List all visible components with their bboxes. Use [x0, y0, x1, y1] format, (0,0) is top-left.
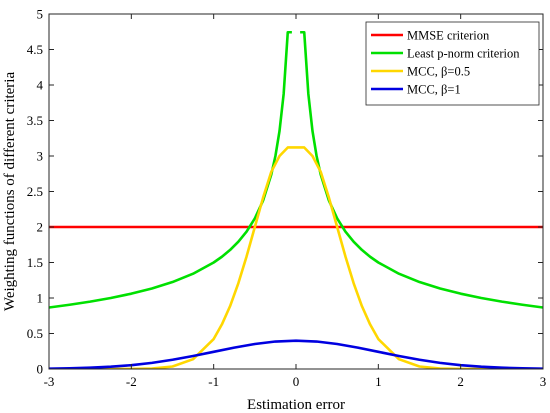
y-tick-label: 0.5 — [27, 326, 43, 341]
legend-label-2: Least p-norm criterion — [407, 47, 520, 61]
y-tick-label: 2.5 — [27, 184, 43, 199]
ticks-layer — [48, 13, 544, 370]
tick-labels-layer: -3 -2 -1 0 1 2 3 0 0.5 1 1.5 2 2.5 3 3.5 4 4.5 5 — [27, 7, 547, 390]
y-tick-label: 0 — [37, 362, 44, 377]
y-tick-label: 2 — [37, 220, 44, 235]
x-tick-label: -3 — [44, 374, 55, 389]
y-tick-label: 5 — [37, 7, 44, 22]
legend-label-4: MCC, β=1 — [407, 83, 461, 97]
series-line-2 — [49, 30, 543, 309]
x-tick-label: 1 — [375, 374, 382, 389]
legend: MMSE criterion Least p-norm criterion MCC,… — [365, 21, 540, 106]
series-line-3 — [49, 146, 543, 369]
y-tick-label: 4.5 — [27, 42, 43, 57]
legend-label-3: MCC, β=0.5 — [407, 65, 470, 79]
y-tick-label: 1 — [37, 291, 44, 306]
x-tick-label: 3 — [540, 374, 547, 389]
x-tick-label: 0 — [293, 374, 300, 389]
x-tick-label: -1 — [208, 374, 219, 389]
y-tick-label: 3.5 — [27, 113, 43, 128]
x-tick-label: 2 — [457, 374, 464, 389]
x-tick-label: -2 — [126, 374, 137, 389]
y-axis-label: Weighting functions of different criteri… — [2, 72, 18, 312]
y-tick-label: 1.5 — [27, 255, 43, 270]
legend-label-1: MMSE criterion — [407, 29, 490, 43]
y-tick-label: 3 — [37, 149, 44, 164]
series-layer — [49, 30, 543, 369]
y-tick-label: 4 — [37, 78, 44, 93]
x-axis-label: Estimation error — [247, 397, 345, 413]
